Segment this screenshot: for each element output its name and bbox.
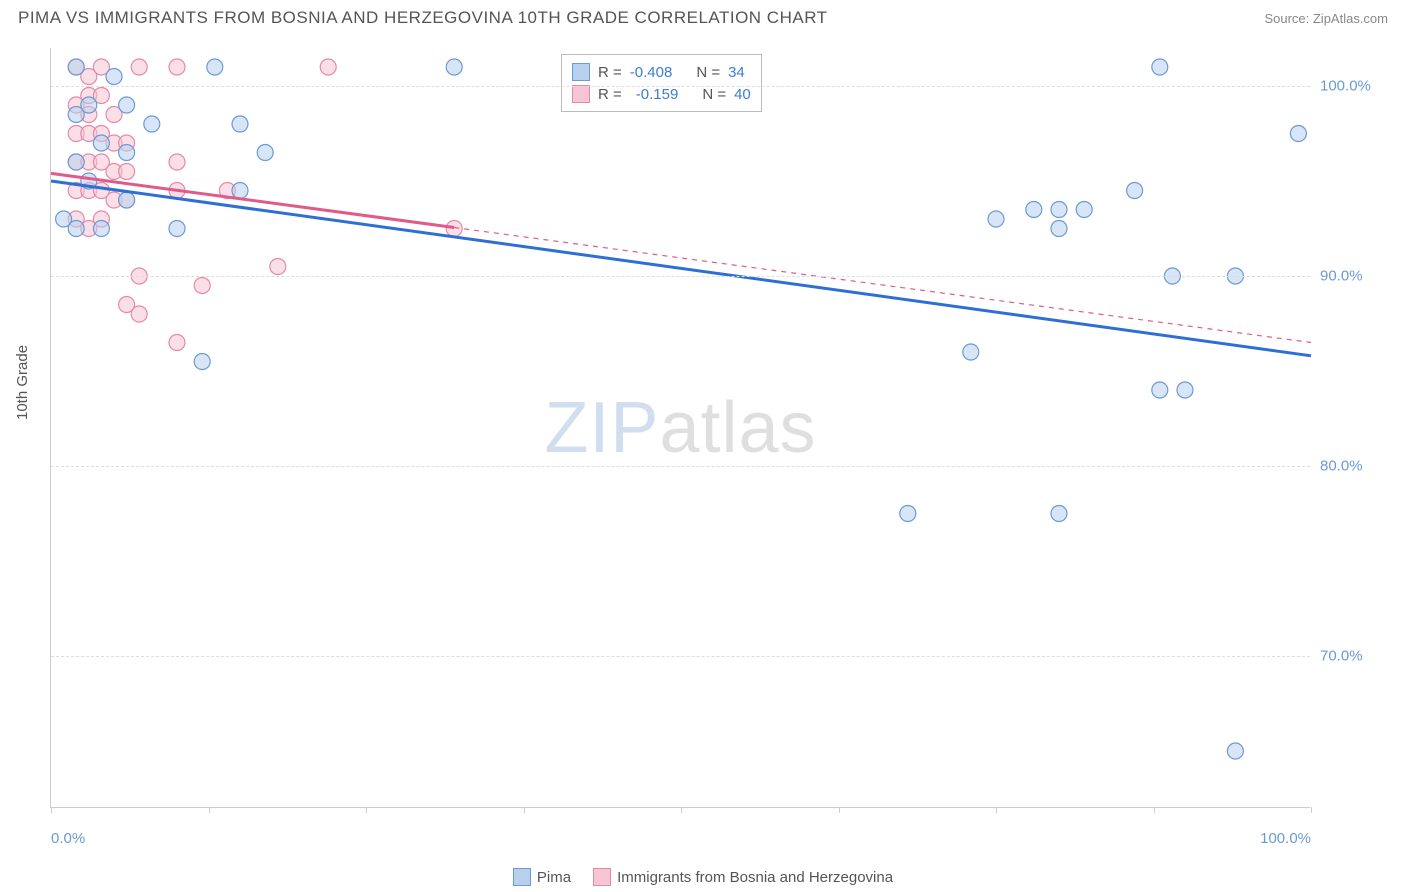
data-point [320,59,336,75]
data-point [81,97,97,113]
r-label-1: R = [598,64,622,81]
data-point [106,69,122,85]
data-point [1026,202,1042,218]
data-point [119,145,135,161]
y-axis-label: 10th Grade [14,345,31,420]
data-point [68,221,84,237]
y-tick-label: 70.0% [1320,648,1390,665]
data-point [169,221,185,237]
data-point [207,59,223,75]
n-value-2: 40 [734,86,751,103]
chart-header: PIMA VS IMMIGRANTS FROM BOSNIA AND HERZE… [0,0,1406,32]
data-point [1127,183,1143,199]
x-tick [51,807,52,813]
data-point [68,154,84,170]
data-point [119,164,135,180]
data-point [169,335,185,351]
legend-swatch-series2-icon [593,868,611,886]
data-point [900,506,916,522]
source-name: ZipAtlas.com [1313,11,1388,26]
chart-source: Source: ZipAtlas.com [1264,11,1388,26]
data-point [1051,202,1067,218]
data-point [93,135,109,151]
x-tick [1154,807,1155,813]
y-tick-label: 80.0% [1320,458,1390,475]
data-point [963,344,979,360]
gridline-h [51,276,1310,277]
stats-legend-box: R = -0.408 N = 34 R = -0.159 N = 40 [561,54,762,112]
data-point [257,145,273,161]
legend-item-series2: Immigrants from Bosnia and Herzegovina [593,868,893,886]
chart-title: PIMA VS IMMIGRANTS FROM BOSNIA AND HERZE… [18,8,828,28]
x-tick [524,807,525,813]
data-point [119,192,135,208]
r-value-2: -0.159 [636,86,679,103]
x-tick [209,807,210,813]
gridline-h [51,466,1310,467]
n-value-1: 34 [728,64,745,81]
data-point [446,221,462,237]
data-point [988,211,1004,227]
x-tick [366,807,367,813]
data-point [1051,506,1067,522]
data-point [232,116,248,132]
legend-label-series1: Pima [537,869,571,886]
gridline-h [51,656,1310,657]
swatch-series2-icon [572,85,590,103]
data-point [1290,126,1306,142]
data-point [1152,382,1168,398]
data-point [194,354,210,370]
data-point [169,59,185,75]
data-point [270,259,286,275]
x-tick-label: 100.0% [1260,830,1311,847]
y-tick-label: 90.0% [1320,268,1390,285]
r-label-2: R = [598,86,622,103]
data-point [131,306,147,322]
plot-area: ZIPatlas R = -0.408 N = 34 R = -0.159 N … [50,48,1310,808]
data-point [68,59,84,75]
trend-line [51,181,1311,356]
data-point [169,154,185,170]
gridline-h [51,86,1310,87]
data-point [1177,382,1193,398]
data-point [194,278,210,294]
trend-line-dashed [454,228,1311,343]
legend-item-series1: Pima [513,868,571,886]
data-point [232,183,248,199]
data-point [1152,59,1168,75]
swatch-series1-icon [572,63,590,81]
source-prefix: Source: [1264,11,1312,26]
scatter-svg [51,48,1310,807]
data-point [93,221,109,237]
bottom-legend: Pima Immigrants from Bosnia and Herzegov… [0,868,1406,886]
data-point [1051,221,1067,237]
x-tick [839,807,840,813]
data-point [1076,202,1092,218]
data-point [1227,743,1243,759]
y-tick-label: 100.0% [1320,78,1390,95]
data-point [144,116,160,132]
legend-label-series2: Immigrants from Bosnia and Herzegovina [617,869,893,886]
data-point [119,97,135,113]
n-label-1: N = [696,64,720,81]
r-value-1: -0.408 [630,64,673,81]
x-tick-label: 0.0% [51,830,85,847]
x-tick [996,807,997,813]
data-point [131,59,147,75]
n-label-2: N = [702,86,726,103]
legend-swatch-series1-icon [513,868,531,886]
x-tick [1311,807,1312,813]
data-point [446,59,462,75]
stats-row-1: R = -0.408 N = 34 [572,61,751,83]
x-tick [681,807,682,813]
